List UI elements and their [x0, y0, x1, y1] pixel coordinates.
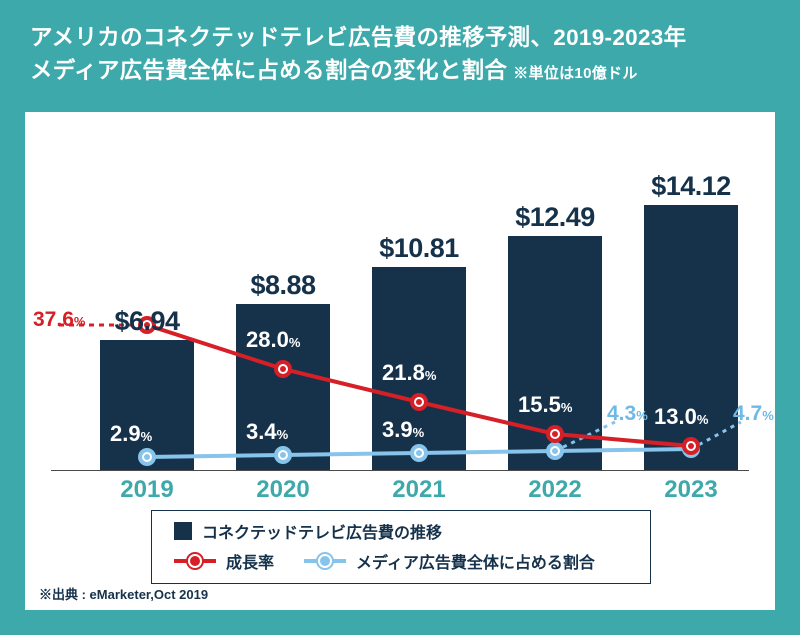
growth-pct-label: 15.5% — [518, 392, 572, 418]
growth-pct-label: 28.0% — [246, 327, 300, 353]
bar-value-label: $6.94 — [114, 306, 179, 337]
legend-item-bars: コネクテッドテレビ広告費の推移 — [174, 519, 442, 543]
x-axis-label: 2020 — [256, 476, 309, 504]
bar-value-label: $10.81 — [379, 233, 459, 264]
bar — [644, 205, 738, 470]
unit-note: ※単位は10億ドル — [513, 63, 637, 85]
bar-value-label: $14.12 — [651, 171, 731, 202]
title-2: メディア広告費全体に占める割合の変化と割合 — [30, 55, 507, 88]
title-line-1: アメリカのコネクテッドテレビ広告費の推移予測、2019-2023年 — [30, 22, 770, 55]
title-line-2: メディア広告費全体に占める割合の変化と割合 ※単位は10億ドル — [30, 55, 770, 88]
edge-label: 37.6% — [33, 308, 85, 332]
x-axis-label: 2022 — [528, 476, 581, 504]
chart-panel: $6.94 2019 $8.88 2020 $10.81 2021 $12.49 2022 $1… — [25, 112, 775, 610]
bar — [508, 236, 602, 470]
share-pct-label: 3.9% — [382, 417, 424, 443]
legend-row-2: 成長率 メディア広告費全体に占める割合 — [174, 549, 628, 573]
x-axis-line — [51, 470, 749, 471]
share-pct-label: 2.9% — [110, 421, 152, 447]
edge-label: 4.7% — [733, 402, 774, 426]
x-axis-label: 2023 — [664, 476, 717, 504]
legend-swatch-growth — [174, 554, 216, 568]
share-pct-label: 3.4% — [246, 419, 288, 445]
bar-value-label: $12.49 — [515, 202, 595, 233]
legend-row-1: コネクテッドテレビ広告費の推移 — [174, 519, 628, 543]
edge-label: 4.3% — [607, 402, 648, 426]
x-axis-label: 2019 — [120, 476, 173, 504]
source-note: ※出典 : eMarketer,Oct 2019 — [39, 584, 208, 603]
legend-swatch-share — [304, 554, 346, 568]
x-axis-label: 2021 — [392, 476, 445, 504]
growth-pct-label: 37.6% — [110, 283, 164, 309]
bar — [100, 340, 194, 470]
legend-item-share: メディア広告費全体に占める割合 — [304, 549, 595, 573]
chart-header: アメリカのコネクテッドテレビ広告費の推移予測、2019-2023年 メディア広告… — [0, 0, 800, 95]
legend-swatch-bars — [174, 522, 192, 540]
bar-value-label: $8.88 — [250, 270, 315, 301]
legend-label-bars: コネクテッドテレビ広告費の推移 — [202, 519, 442, 543]
legend-box: コネクテッドテレビ広告費の推移 成長率 メディア広告費全体に占める割合 — [151, 510, 651, 584]
legend-item-growth: 成長率 — [174, 549, 274, 573]
growth-pct-label: 13.0% — [654, 404, 708, 430]
legend-label-growth: 成長率 — [226, 549, 274, 573]
title-1: アメリカのコネクテッドテレビ広告費の推移予測、2019-2023年 — [30, 22, 686, 55]
growth-pct-label: 21.8% — [382, 360, 436, 386]
legend-label-share: メディア広告費全体に占める割合 — [356, 549, 595, 573]
